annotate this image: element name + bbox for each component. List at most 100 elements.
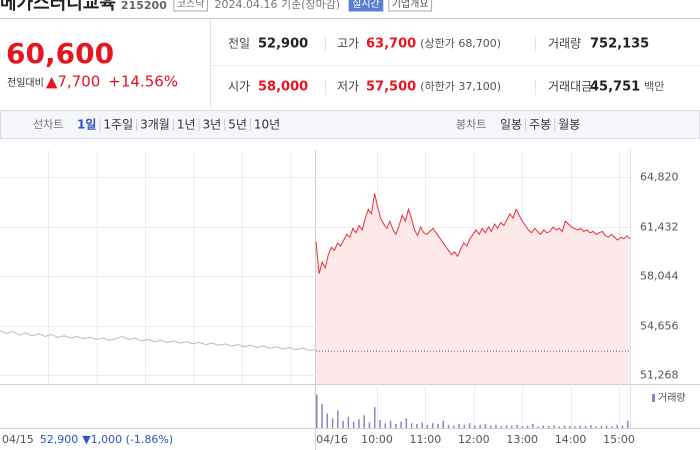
stat-label: 전일 xyxy=(228,37,250,51)
x-tick-label: 04/15 xyxy=(2,433,34,446)
volume-bar xyxy=(616,424,618,428)
volume-label: 거래량 xyxy=(658,392,686,404)
volume-bar xyxy=(331,418,334,428)
x-tick-label: 12:00 xyxy=(458,433,490,446)
tab[interactable]: 월봉 xyxy=(558,118,580,132)
tab[interactable]: 1일 xyxy=(77,118,96,132)
volume-bar xyxy=(474,425,476,428)
change-rate: +14.56% xyxy=(108,73,178,91)
volume-bar xyxy=(526,425,529,428)
volume-bar xyxy=(368,422,371,428)
x-tick-label: 14:00 xyxy=(555,433,587,446)
volume-bar xyxy=(605,425,608,428)
legend-swatch xyxy=(652,394,655,402)
volume-bar xyxy=(384,423,387,428)
volume-bar xyxy=(495,424,497,428)
volume-bar xyxy=(421,422,423,428)
market-badge: 코스닥 xyxy=(177,0,205,10)
volume-bar xyxy=(363,415,365,428)
volume-bar xyxy=(542,425,545,428)
tab[interactable]: 1주일 xyxy=(103,118,133,132)
volume-bar xyxy=(447,424,450,428)
label-box xyxy=(388,0,433,12)
volume-bar xyxy=(595,426,597,428)
stat-value: 752,135 xyxy=(590,37,649,52)
stat-extra: (하한가 37,100) xyxy=(420,79,501,93)
volume-bar xyxy=(352,421,355,428)
stat-extra: (상한가 68,700) xyxy=(420,37,501,50)
volume-bar xyxy=(347,416,350,428)
price-line xyxy=(315,193,631,274)
volume-bar xyxy=(484,424,487,428)
stat-label: 거래량 xyxy=(548,37,581,51)
volume-bar xyxy=(479,424,481,428)
change-value: ▲7,700 xyxy=(46,73,100,91)
x-tick-label: 04/16 xyxy=(316,433,348,446)
stat-value: 52,900 xyxy=(258,37,308,52)
volume-bar xyxy=(579,425,582,428)
volume-bar xyxy=(463,424,466,428)
volume-bar xyxy=(400,421,402,428)
tab[interactable]: 10년 xyxy=(254,118,280,132)
area xyxy=(316,193,630,384)
volume-bar xyxy=(389,420,392,428)
x-tick-label: 15:00 xyxy=(603,433,635,446)
y-tick-label: 61,432 xyxy=(640,221,679,234)
stat-value: 57,500 xyxy=(366,80,416,95)
current-price: 60,600 xyxy=(6,37,114,70)
prev-close: 52,900 xyxy=(40,433,79,446)
tab-bar xyxy=(0,110,700,139)
base-date: 2024.04.16 기준(장마감) xyxy=(214,0,340,11)
tab-group-label: 선차트 xyxy=(33,118,63,131)
realtime-button[interactable]: 실시간 xyxy=(352,0,380,10)
stat-label: 고가 xyxy=(337,37,359,51)
stock-name: 메가스터디교육 xyxy=(0,0,116,14)
label-box xyxy=(348,0,384,12)
volume-bar xyxy=(500,426,502,428)
price-line xyxy=(0,330,316,351)
stat-extra: 백만 xyxy=(644,80,664,93)
tab[interactable]: 주봉 xyxy=(529,118,551,132)
stat-label: 거래대금 xyxy=(548,80,592,94)
volume-bar xyxy=(569,426,571,428)
x-tick-label: 10:00 xyxy=(361,433,393,446)
volume-bar xyxy=(521,426,524,428)
volume-bar xyxy=(505,425,508,428)
y-tick-label: 58,044 xyxy=(640,270,679,283)
stat-value: 45,751 xyxy=(590,80,640,95)
volume-bar xyxy=(590,425,592,428)
tab[interactable]: 일봉 xyxy=(500,118,522,132)
tab[interactable]: 5년 xyxy=(228,118,247,132)
volume-bar xyxy=(468,423,471,428)
volume-bar xyxy=(547,426,550,428)
y-tick-label: 54,656 xyxy=(640,320,679,333)
volume-bar xyxy=(431,423,434,428)
volume-bar xyxy=(489,425,492,428)
volume-bar xyxy=(532,424,534,428)
volume-bar xyxy=(416,424,418,428)
x-tick-label: 13:00 xyxy=(506,433,538,446)
stat-label: 저가 xyxy=(337,80,359,94)
volume-bar xyxy=(410,423,413,428)
volume-bar xyxy=(537,426,539,428)
stock-code: 215200 xyxy=(121,0,167,12)
volume-bar xyxy=(426,424,429,428)
label-box xyxy=(173,0,208,12)
y-tick-label: 51,268 xyxy=(640,369,679,382)
volume-bar xyxy=(321,404,323,428)
volume-bar xyxy=(621,425,624,428)
volume-bar xyxy=(395,424,397,428)
volume-bar xyxy=(458,424,460,428)
tab[interactable]: 3년 xyxy=(203,118,222,132)
volume-bar xyxy=(342,420,344,428)
volume-bar xyxy=(584,426,587,428)
volume-bar xyxy=(316,394,318,428)
volume-bar xyxy=(337,410,339,428)
tab[interactable]: 1년 xyxy=(177,118,196,132)
volume-bar xyxy=(379,420,381,428)
company-button[interactable]: 기업개요 xyxy=(392,0,429,10)
tab[interactable]: 3개월 xyxy=(140,118,170,132)
stat-label: 시가 xyxy=(228,80,250,94)
